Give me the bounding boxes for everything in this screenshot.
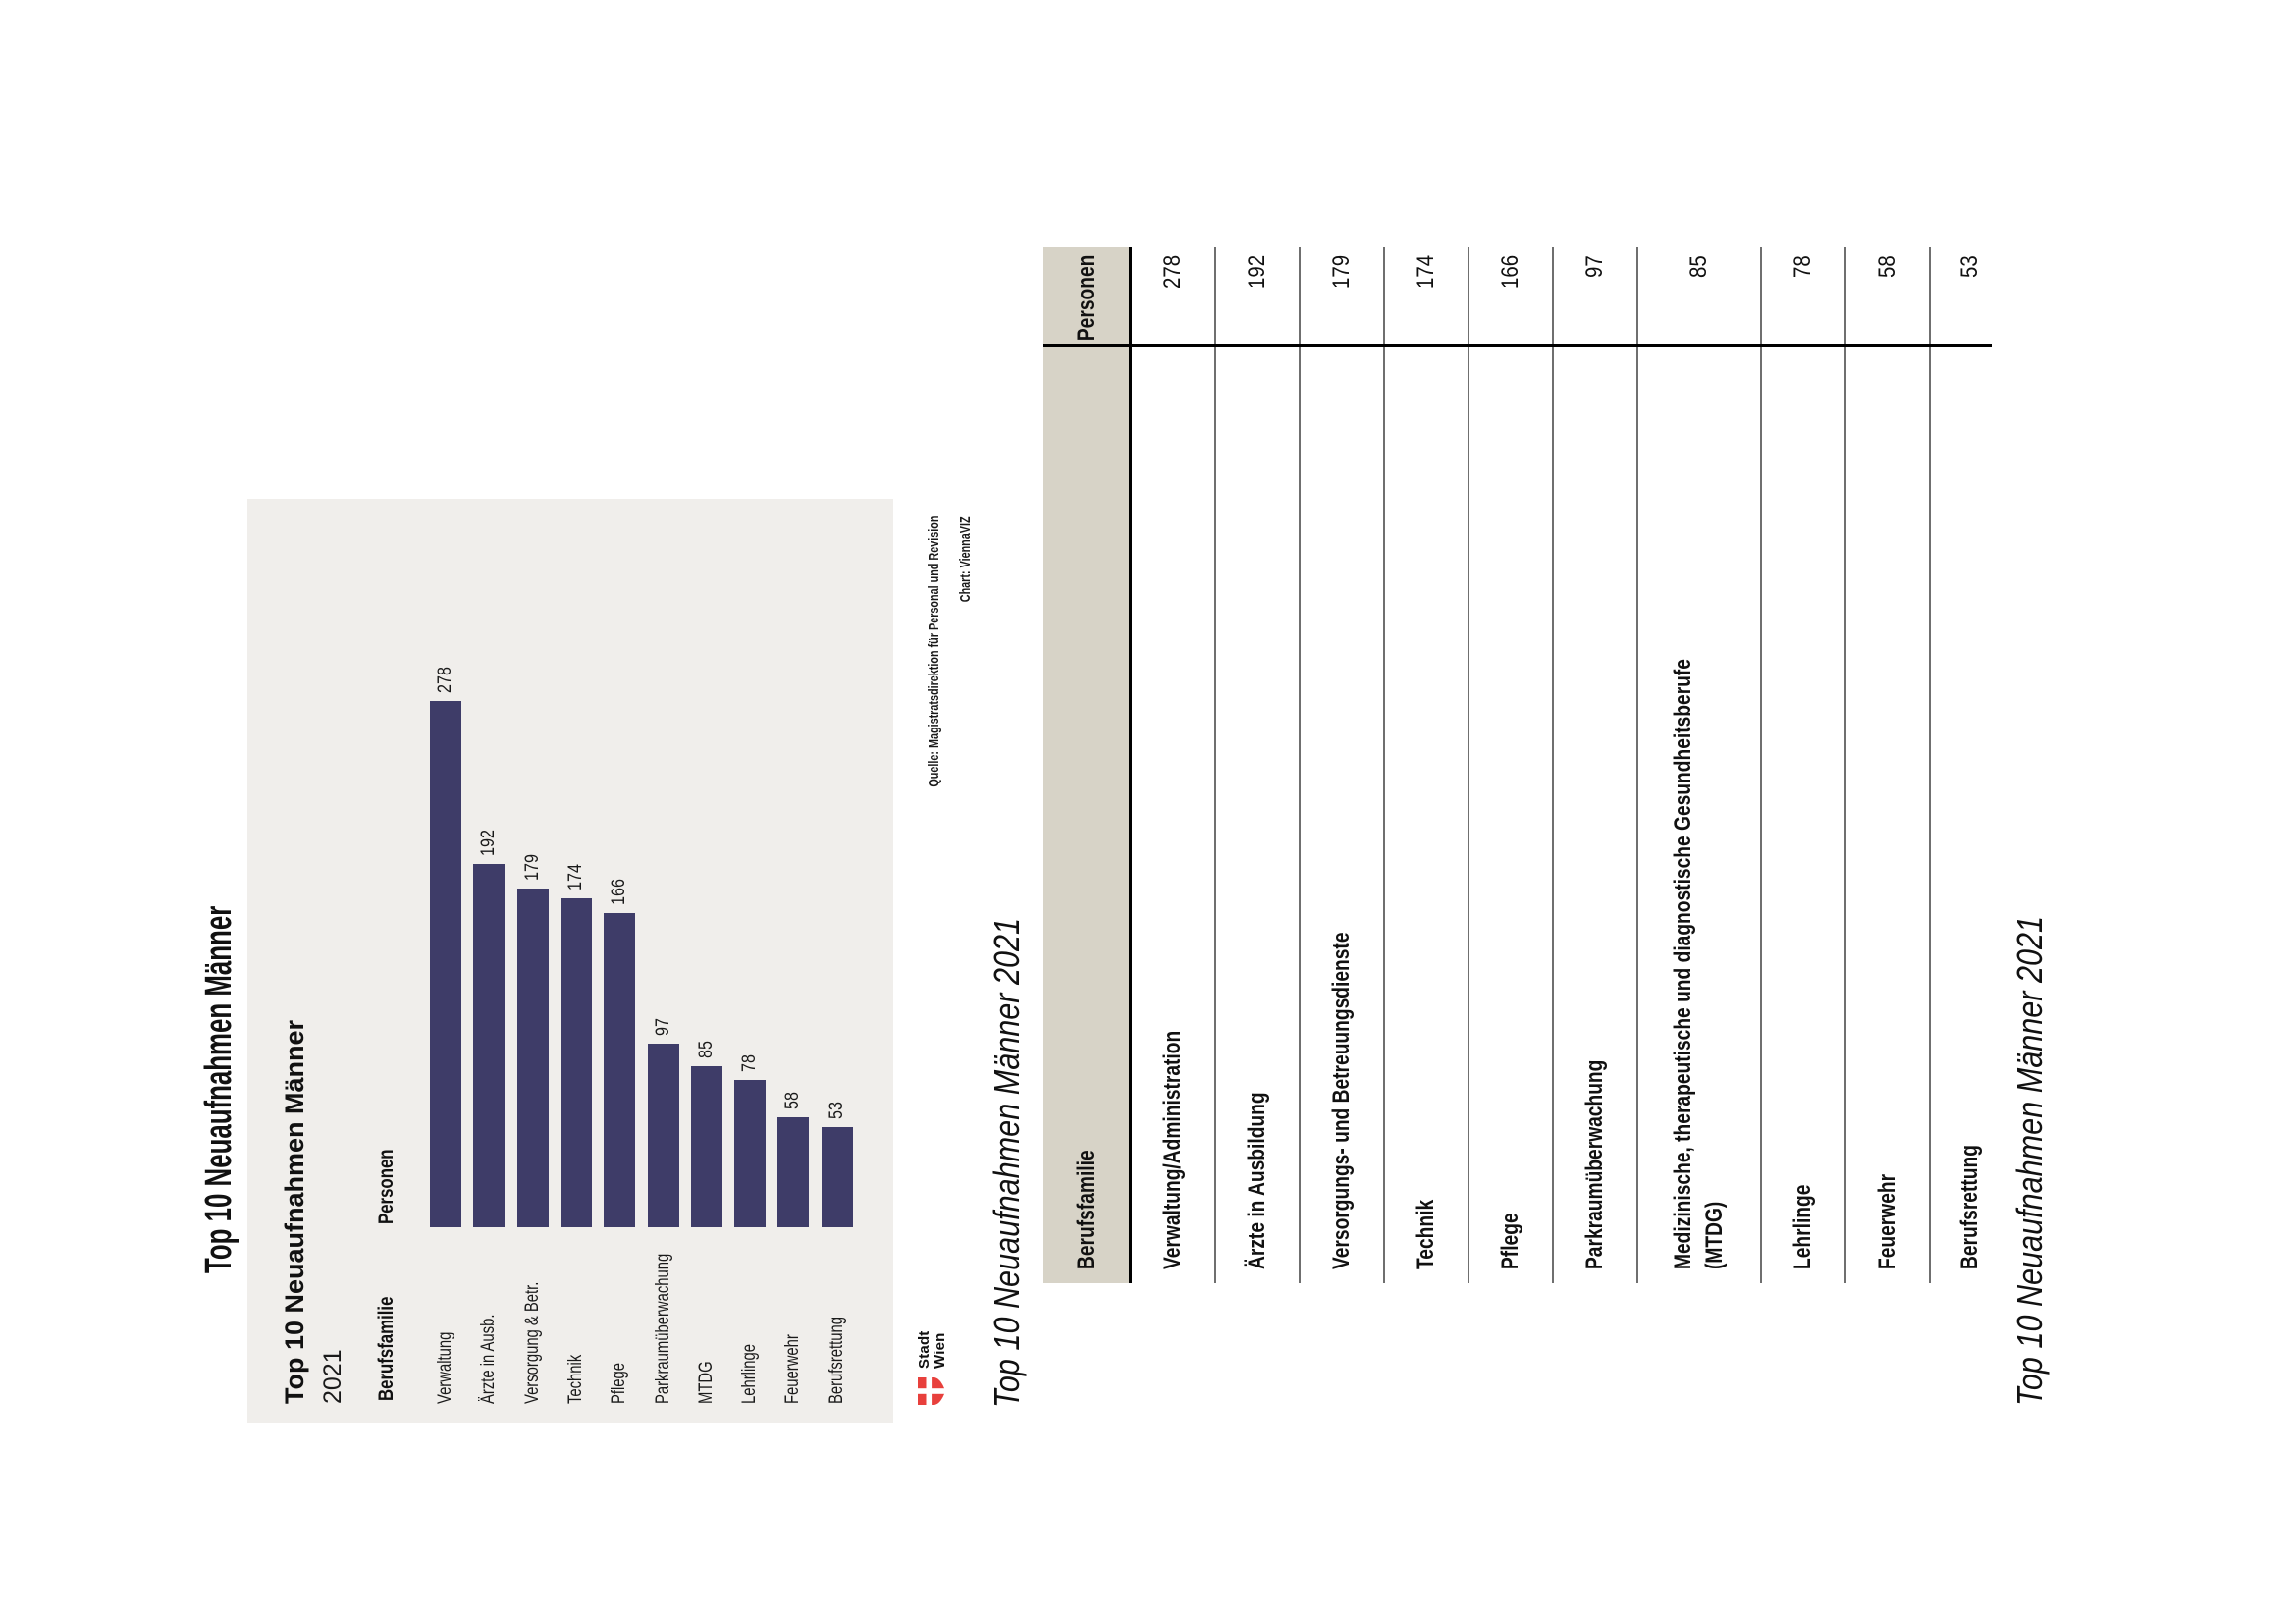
- chart-bar-value: 179: [521, 854, 543, 881]
- chart-bar-value: 78: [739, 1054, 761, 1072]
- chart-bar: [734, 1080, 767, 1227]
- table-row-value: 58: [1874, 255, 1900, 278]
- table-row-value: 97: [1581, 255, 1608, 278]
- table-row: Parkraumüberwachung 97: [1554, 247, 1638, 1283]
- table-body: Verwaltung/Administration 278 Ärzte in Aus…: [1132, 247, 2009, 1283]
- credit-source: Quelle: Magistratsdirektion für Personal…: [926, 516, 942, 788]
- table-row: Technik 174: [1385, 247, 1469, 1283]
- chart-bar: [516, 889, 549, 1227]
- chart-bar-value: 174: [564, 864, 586, 890]
- table-row-value: 166: [1497, 255, 1523, 290]
- table-row-value: 174: [1413, 255, 1439, 290]
- chart-bar-label-text: Ärzte in Ausb.: [478, 1314, 500, 1404]
- chart-bar-label-text: Lehrlinge: [739, 1344, 761, 1404]
- chart-bar: [821, 1127, 853, 1227]
- page-title-text: Top 10 Neuaufnahmen Männer: [198, 905, 240, 1273]
- chart-bar-label-text: MTDG: [695, 1361, 717, 1404]
- table-row: Lehrlinge 78: [1762, 247, 1846, 1283]
- stadt-wien-logo: Stadt Wien: [916, 1288, 950, 1406]
- chart-bar-label: MTDG: [696, 1349, 718, 1404]
- chart-bar-label: Versorgung & Betr.: [521, 1248, 544, 1404]
- chart-bar-value: 192: [478, 830, 500, 856]
- chart-bar-value: 166: [609, 879, 630, 905]
- table-row: Feuerwehr 58: [1846, 247, 1931, 1283]
- table-row-label: Parkraumüberwachung: [1581, 1059, 1608, 1269]
- chart-bar: [473, 864, 506, 1227]
- chart-bar-value: 53: [826, 1102, 847, 1119]
- chart-bar-label: Pflege: [609, 1351, 630, 1404]
- chart-bar-label-text: Versorgung & Betr.: [521, 1281, 543, 1404]
- wien-shield-icon: [918, 1377, 945, 1405]
- table-row: Pflege 166: [1469, 247, 1554, 1283]
- chart-bar: [690, 1066, 722, 1227]
- chart-bar-label-text: Parkraumüberwachung: [652, 1253, 673, 1404]
- caption-below-table: Top 10 Neuaufnahmen Männer 2021: [2009, 915, 2050, 1406]
- chart-bar: [560, 898, 592, 1227]
- table-row-value: 53: [1956, 255, 1983, 278]
- table-row-value: 78: [1789, 255, 1816, 278]
- chart-bar: [777, 1117, 810, 1227]
- chart-bar-value: 97: [652, 1018, 673, 1036]
- chart-bar-label: Lehrlinge: [739, 1327, 761, 1404]
- chart-bars-area: Verwaltung 278 Ärzte in Ausb. 192 Versorgung…: [247, 499, 893, 1423]
- chart-bar: [430, 701, 461, 1227]
- chart-bar-label: Berufsrettung: [827, 1292, 848, 1404]
- table-row: Berufsrettung 53: [1931, 247, 2009, 1283]
- table-row-label: Pflege: [1497, 1213, 1523, 1269]
- table-row-label: Feuerwehr: [1874, 1173, 1900, 1269]
- chart-bar-label-text: Technik: [564, 1354, 586, 1404]
- caption-above-table: Top 10 Neuaufnahmen Männer 2021: [987, 917, 1027, 1408]
- table-row-label: Technik: [1413, 1199, 1439, 1269]
- chart-bar-label-text: Feuerwehr: [782, 1334, 804, 1404]
- chart-bar-label: Technik: [565, 1341, 587, 1404]
- chart-bar-label: Verwaltung: [435, 1312, 456, 1404]
- table-row: Verwaltung/Administration 278: [1132, 247, 1216, 1283]
- chart-bar-label-text: Berufsrettung: [826, 1317, 847, 1404]
- table-row-label: Verwaltung/Administration: [1159, 1030, 1186, 1269]
- table-row-value: 85: [1685, 255, 1712, 278]
- chart-bar-label: Parkraumüberwachung: [653, 1212, 674, 1404]
- wien-logo-text: Stadt Wien: [916, 1330, 948, 1370]
- chart-bar-label-text: Verwaltung: [435, 1331, 455, 1404]
- table-row-label: Lehrlinge: [1789, 1184, 1816, 1269]
- chart-bar-value: 278: [435, 667, 455, 693]
- table-row-label: Ärzte in Ausbildung: [1244, 1092, 1270, 1269]
- page-title: Top 10 Neuaufnahmen Männer: [196, 733, 241, 1273]
- table-header-berufsfamilie: Berufsfamilie: [1072, 1150, 1099, 1269]
- table-row-label: Berufsrettung: [1956, 1145, 1983, 1269]
- table-row: Medizinische, therapeutische und diagnos…: [1638, 247, 1762, 1283]
- table-row-value: 179: [1328, 255, 1355, 290]
- chart-bar-label: Feuerwehr: [782, 1315, 804, 1404]
- chart-bar: [604, 913, 636, 1227]
- chart-bar-label: Ärzte in Ausb.: [478, 1289, 500, 1404]
- credit-chart: Chart: ViennaVIZ: [957, 516, 974, 602]
- chart-bar-value: 85: [695, 1041, 717, 1058]
- data-table: Berufsfamilie Personen Verwaltung/Admini…: [1043, 247, 2009, 1283]
- table-row-label: Medizinische, therapeutische und diagnos…: [1670, 659, 1728, 1269]
- table-row-value: 192: [1244, 255, 1270, 290]
- table-row-label: Versorgungs- und Betreuungsdienste: [1328, 932, 1355, 1269]
- chart-bar-label-text: Pflege: [609, 1362, 630, 1404]
- table-row: Ärzte in Ausbildung 192: [1216, 247, 1301, 1283]
- chart-panel: Top 10 Neuaufnahmen Männer 2021 Berufsfa…: [247, 499, 893, 1423]
- table-row-value: 278: [1159, 255, 1186, 290]
- chart-bar-value: 58: [782, 1092, 804, 1109]
- table-row: Versorgungs- und Betreuungsdienste 179: [1301, 247, 1385, 1283]
- table-header-row: Berufsfamilie Personen: [1043, 247, 1132, 1283]
- table-column-separator: [1043, 344, 1992, 347]
- chart-bar: [647, 1044, 679, 1227]
